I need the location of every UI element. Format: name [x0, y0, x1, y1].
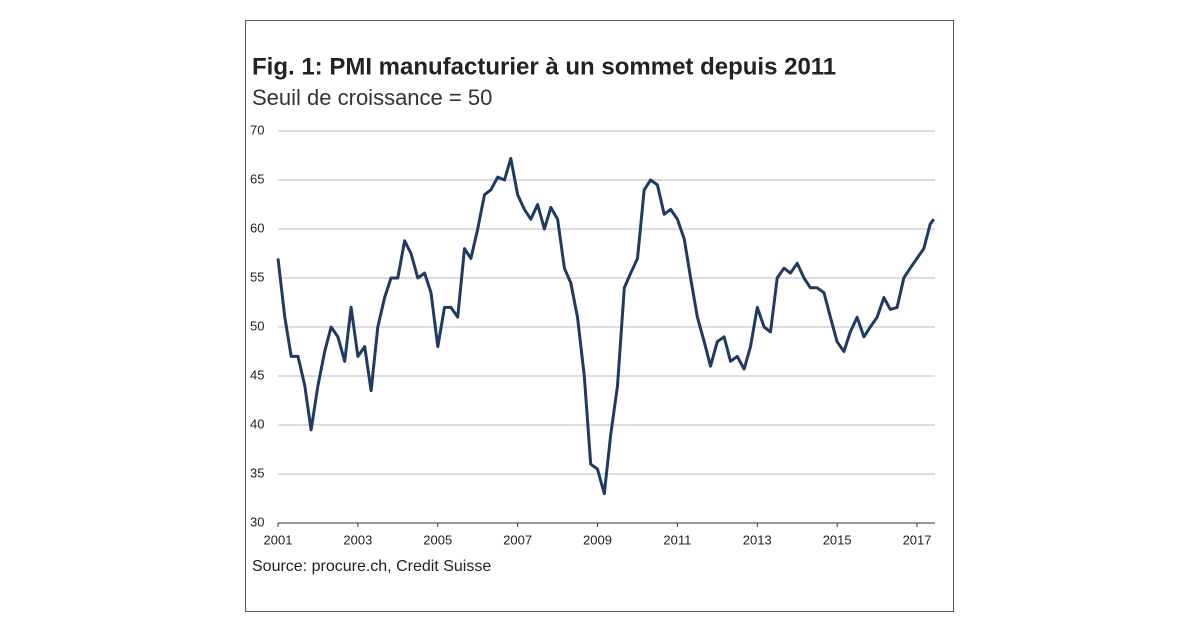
y-tick-label: 50	[250, 318, 264, 333]
y-tick-label: 45	[250, 367, 264, 382]
x-tick-label: 2017	[903, 532, 932, 547]
x-tick-label: 2015	[823, 532, 852, 547]
y-tick-label: 60	[250, 220, 264, 235]
data-line	[276, 156, 936, 496]
x-tick-label: 2003	[343, 532, 372, 547]
source-note: Source: procure.ch, Credit Suisse	[252, 558, 491, 575]
y-tick-label: 30	[250, 514, 264, 529]
chart-title: Fig. 1: PMI manufacturier à un sommet de…	[252, 53, 836, 80]
frame	[245, 20, 954, 612]
y-tick-label: 40	[250, 416, 264, 431]
chart-subtitle: Seuil de croissance = 50	[252, 85, 492, 110]
y-tick-label: 65	[250, 171, 264, 186]
x-tick-label: 2009	[583, 532, 612, 547]
x-tick-label: 2005	[423, 532, 452, 547]
x-tick-label: 2001	[264, 532, 293, 547]
y-tick-label: 35	[250, 465, 264, 480]
y-tick-label: 70	[250, 122, 264, 137]
x-tick-label: 2007	[503, 532, 532, 547]
x-tick-label: 2013	[743, 532, 772, 547]
y-tick-label: 55	[250, 269, 264, 284]
x-tick-label: 2011	[663, 532, 691, 547]
